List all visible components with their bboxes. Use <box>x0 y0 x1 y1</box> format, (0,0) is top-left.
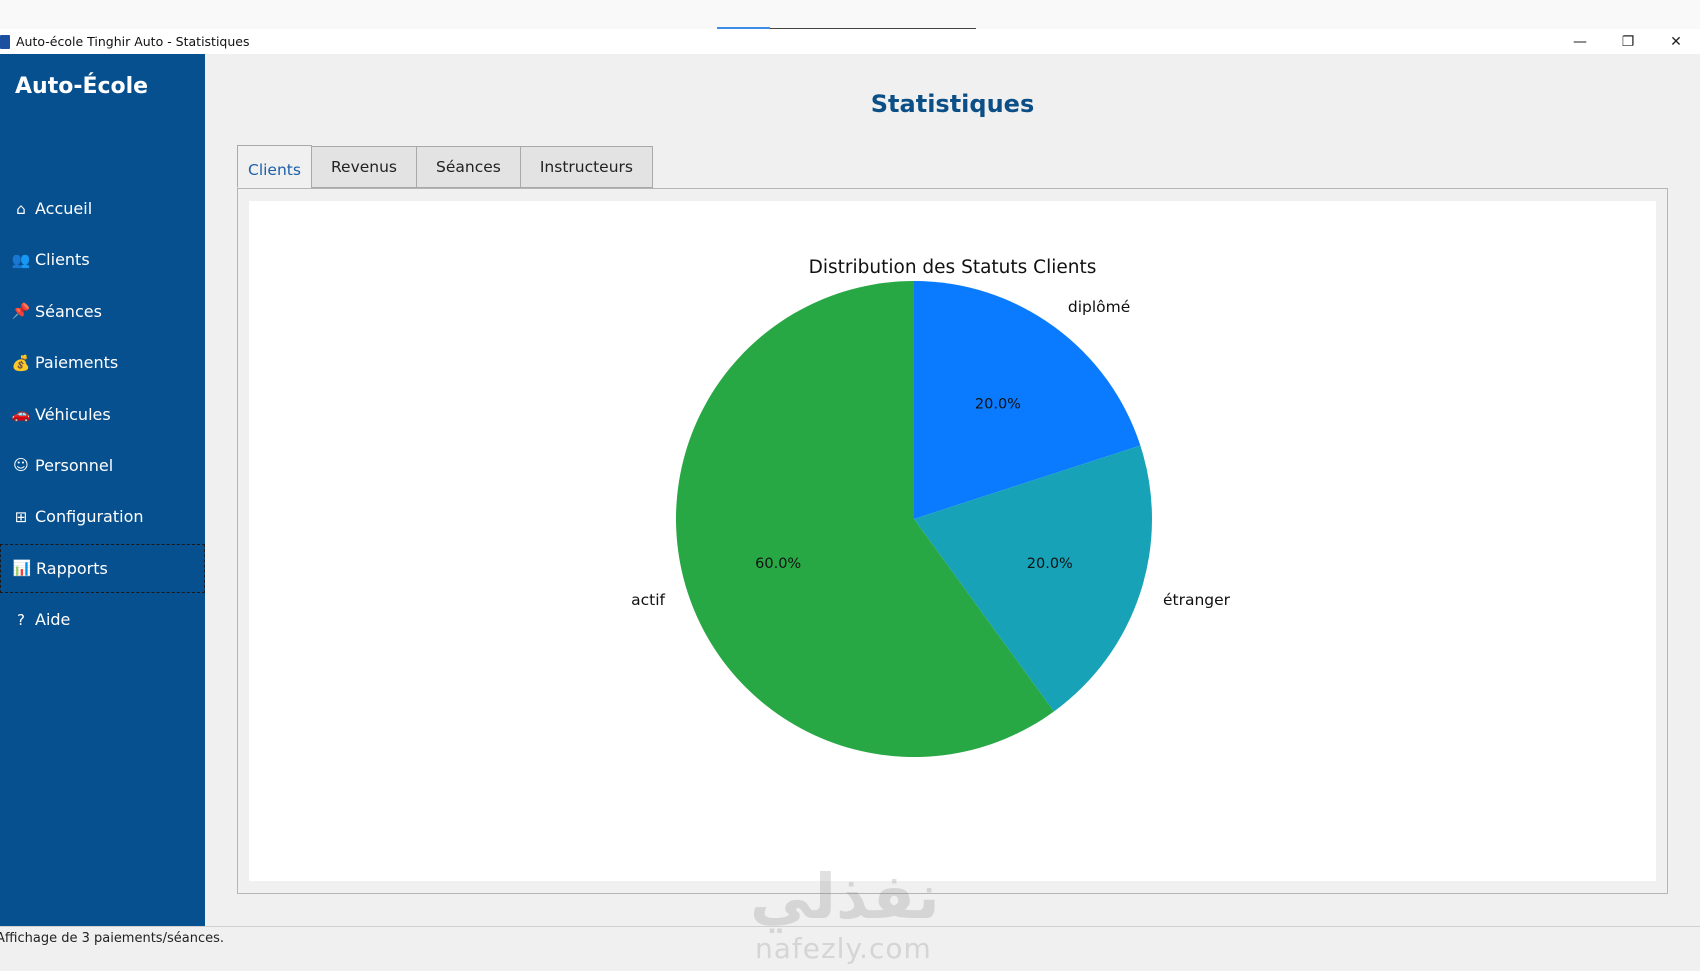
sidebar-item-vehicules[interactable]: 🚗 Véhicules <box>0 390 205 439</box>
pie-category-label: actif <box>631 591 665 609</box>
sidebar-item-label: Paiements <box>35 353 119 373</box>
tab-instructeurs[interactable]: Instructeurs <box>519 146 653 188</box>
pie-pct-label: 20.0% <box>1027 556 1073 572</box>
tab-bar: Clients Revenus Séances Instructeurs <box>237 145 653 188</box>
pie-category-label: diplômé <box>1068 298 1130 316</box>
pin-icon: 📌 <box>11 302 31 321</box>
restore-button[interactable]: ❐ <box>1604 29 1652 54</box>
sidebar-item-label: Configuration <box>35 507 144 527</box>
sidebar-nav: ⌂ Accueil 👥 Clients 📌 Séances 💰 Paiements 🚗 Véhic… <box>0 184 205 647</box>
page-title: Statistiques <box>870 90 1035 118</box>
tab-clients[interactable]: Clients <box>237 145 312 188</box>
status-bar: Affichage de 3 paiements/séances. <box>0 926 1700 971</box>
window-title: Auto-école Tinghir Auto - Statistiques <box>16 34 250 49</box>
pie-category-label: étranger <box>1163 591 1231 609</box>
money-bag-icon: 💰 <box>11 353 31 372</box>
home-icon: ⌂ <box>16 199 26 218</box>
pie-slice-actif <box>676 281 1054 757</box>
sidebar: Auto-École ⌂ Accueil 👥 Clients 📌 Séances 💰 Paie… <box>0 54 205 926</box>
question-icon: ? <box>17 610 25 629</box>
car-icon: 🚗 <box>11 405 31 424</box>
app-icon <box>0 34 10 49</box>
status-text: Affichage de 3 paiements/séances. <box>0 931 224 946</box>
sidebar-item-seances[interactable]: 📌 Séances <box>0 287 205 336</box>
chart-canvas: Distribution des Statuts Clients 20.0% di… <box>249 201 1656 881</box>
divider-line <box>770 28 976 29</box>
sidebar-item-paiements[interactable]: 💰 Paiements <box>0 338 205 387</box>
pie-chart: 20.0% diplômé 20.0% étranger 60.0% actif <box>631 281 1231 757</box>
sidebar-item-rapports[interactable]: 📊 Rapports <box>0 543 205 593</box>
sidebar-item-label: Aide <box>35 610 71 630</box>
sidebar-item-configuration[interactable]: ⊞ Configuration <box>0 492 205 541</box>
tab-panel: Distribution des Statuts Clients 20.0% di… <box>237 188 1668 894</box>
sidebar-item-label: Personnel <box>35 455 114 475</box>
minimize-icon: — <box>1573 33 1587 50</box>
sidebar-item-aide[interactable]: ? Aide <box>0 595 205 644</box>
tab-revenus[interactable]: Revenus <box>310 146 417 188</box>
sidebar-item-label: Séances <box>35 301 102 321</box>
window-titlebar: Auto-école Tinghir Auto - Statistiques —… <box>0 29 1700 54</box>
sidebar-item-label: Véhicules <box>35 404 111 424</box>
top-strip <box>0 0 1700 29</box>
restore-icon: ❐ <box>1621 33 1635 50</box>
sidebar-item-label: Accueil <box>35 199 93 218</box>
sidebar-item-label: Rapports <box>36 558 108 578</box>
chart-title: Distribution des Statuts Clients <box>808 257 1097 278</box>
close-icon: ✕ <box>1670 33 1682 50</box>
pie-slice-etranger <box>914 445 1152 712</box>
settings-panel-icon: ⊞ <box>14 507 28 526</box>
sidebar-item-accueil[interactable]: ⌂ Accueil <box>0 184 205 233</box>
pie-pct-label: 20.0% <box>975 396 1021 412</box>
main-area: Statistiques Clients Revenus Séances Instru… <box>205 54 1700 926</box>
tab-seances[interactable]: Séances <box>416 146 521 188</box>
pie-pct-label: 60.0% <box>755 556 801 572</box>
sidebar-item-label: Clients <box>35 250 90 270</box>
pie-slice-diplome <box>914 281 1141 519</box>
bar-chart-icon: 📊 <box>12 559 32 578</box>
sidebar-item-clients[interactable]: 👥 Clients <box>0 235 205 284</box>
close-button[interactable]: ✕ <box>1652 29 1700 54</box>
minimize-button[interactable]: — <box>1556 29 1604 54</box>
face-icon: ☺ <box>13 456 29 475</box>
sidebar-brand: Auto-École <box>15 74 149 99</box>
progress-line <box>717 27 770 29</box>
people-icon: 👥 <box>11 250 31 269</box>
sidebar-item-personnel[interactable]: ☺ Personnel <box>0 441 205 490</box>
window-controls: — ❐ ✕ <box>1556 29 1700 54</box>
